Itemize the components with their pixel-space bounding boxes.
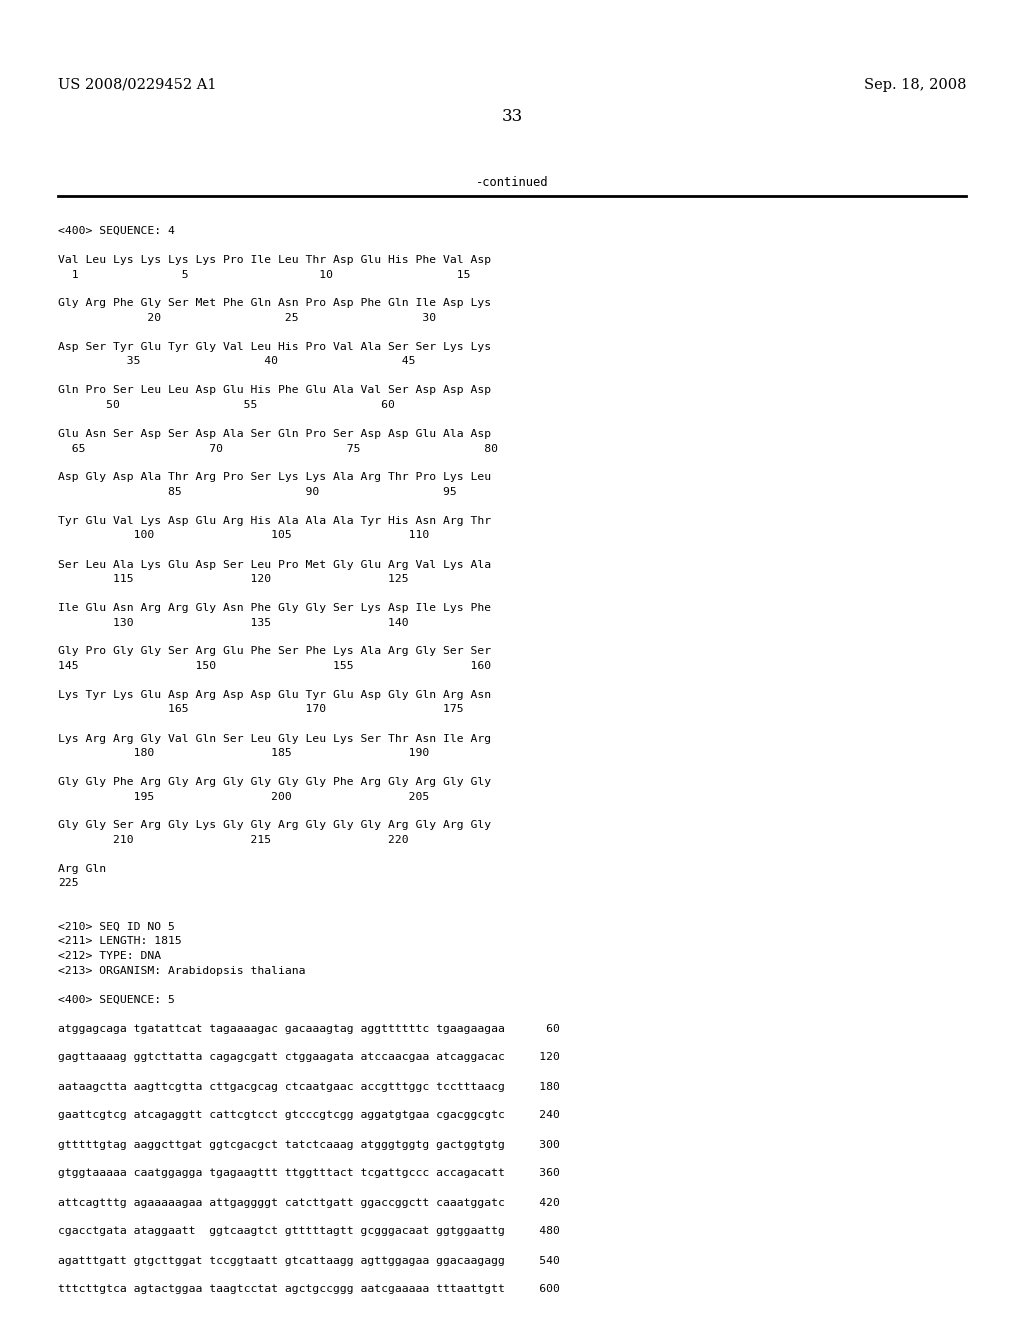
Text: 195                 200                 205: 195 200 205 [58, 792, 429, 801]
Text: <400> SEQUENCE: 4: <400> SEQUENCE: 4 [58, 226, 175, 236]
Text: Lys Arg Arg Gly Val Gln Ser Leu Gly Leu Lys Ser Thr Asn Ile Arg: Lys Arg Arg Gly Val Gln Ser Leu Gly Leu … [58, 734, 492, 743]
Text: Gly Arg Phe Gly Ser Met Phe Gln Asn Pro Asp Phe Gln Ile Asp Lys: Gly Arg Phe Gly Ser Met Phe Gln Asn Pro … [58, 298, 492, 309]
Text: 210                 215                 220: 210 215 220 [58, 836, 409, 845]
Text: 130                 135                 140: 130 135 140 [58, 618, 409, 627]
Text: Val Leu Lys Lys Lys Lys Pro Ile Leu Thr Asp Glu His Phe Val Asp: Val Leu Lys Lys Lys Lys Pro Ile Leu Thr … [58, 255, 492, 265]
Text: <213> ORGANISM: Arabidopsis thaliana: <213> ORGANISM: Arabidopsis thaliana [58, 965, 305, 975]
Text: Asp Ser Tyr Glu Tyr Gly Val Leu His Pro Val Ala Ser Ser Lys Lys: Asp Ser Tyr Glu Tyr Gly Val Leu His Pro … [58, 342, 492, 352]
Text: 20                  25                  30: 20 25 30 [58, 313, 436, 323]
Text: 100                 105                 110: 100 105 110 [58, 531, 429, 540]
Text: gaattcgtcg atcagaggtt cattcgtcct gtcccgtcgg aggatgtgaa cgacggcgtc     240: gaattcgtcg atcagaggtt cattcgtcct gtcccgt… [58, 1110, 560, 1121]
Text: <210> SEQ ID NO 5: <210> SEQ ID NO 5 [58, 921, 175, 932]
Text: <400> SEQUENCE: 5: <400> SEQUENCE: 5 [58, 994, 175, 1005]
Text: agatttgatt gtgcttggat tccggtaatt gtcattaagg agttggagaa ggacaagagg     540: agatttgatt gtgcttggat tccggtaatt gtcatta… [58, 1255, 560, 1266]
Text: <212> TYPE: DNA: <212> TYPE: DNA [58, 950, 161, 961]
Text: attcagtttg agaaaaagaa attgaggggt catcttgatt ggaccggctt caaatggatc     420: attcagtttg agaaaaagaa attgaggggt catcttg… [58, 1197, 560, 1208]
Text: 145                 150                 155                 160: 145 150 155 160 [58, 661, 492, 671]
Text: Gly Gly Ser Arg Gly Lys Gly Gly Arg Gly Gly Gly Arg Gly Arg Gly: Gly Gly Ser Arg Gly Lys Gly Gly Arg Gly … [58, 821, 492, 830]
Text: tttcttgtca agtactggaa taagtcctat agctgccggg aatcgaaaaa tttaattgtt     600: tttcttgtca agtactggaa taagtcctat agctgcc… [58, 1284, 560, 1295]
Text: 180                 185                 190: 180 185 190 [58, 748, 429, 758]
Text: 165                 170                 175: 165 170 175 [58, 705, 464, 714]
Text: 35                  40                  45: 35 40 45 [58, 356, 416, 367]
Text: Gln Pro Ser Leu Leu Asp Glu His Phe Glu Ala Val Ser Asp Asp Asp: Gln Pro Ser Leu Leu Asp Glu His Phe Glu … [58, 385, 492, 396]
Text: -continued: -continued [476, 176, 548, 189]
Text: Tyr Glu Val Lys Asp Glu Arg His Ala Ala Ala Tyr His Asn Arg Thr: Tyr Glu Val Lys Asp Glu Arg His Ala Ala … [58, 516, 492, 525]
Text: Sep. 18, 2008: Sep. 18, 2008 [863, 78, 966, 92]
Text: 50                  55                  60: 50 55 60 [58, 400, 395, 411]
Text: Ile Glu Asn Arg Arg Gly Asn Phe Gly Gly Ser Lys Asp Ile Lys Phe: Ile Glu Asn Arg Arg Gly Asn Phe Gly Gly … [58, 603, 492, 612]
Text: US 2008/0229452 A1: US 2008/0229452 A1 [58, 78, 216, 92]
Text: 85                  90                  95: 85 90 95 [58, 487, 457, 498]
Text: Gly Pro Gly Gly Ser Arg Glu Phe Ser Phe Lys Ala Arg Gly Ser Ser: Gly Pro Gly Gly Ser Arg Glu Phe Ser Phe … [58, 647, 492, 656]
Text: atggagcaga tgatattcat tagaaaagac gacaaagtag aggttttttc tgaagaagaa      60: atggagcaga tgatattcat tagaaaagac gacaaag… [58, 1023, 560, 1034]
Text: 1               5                   10                  15: 1 5 10 15 [58, 269, 470, 280]
Text: 33: 33 [502, 108, 522, 125]
Text: Arg Gln: Arg Gln [58, 865, 106, 874]
Text: Asp Gly Asp Ala Thr Arg Pro Ser Lys Lys Ala Arg Thr Pro Lys Leu: Asp Gly Asp Ala Thr Arg Pro Ser Lys Lys … [58, 473, 492, 483]
Text: Glu Asn Ser Asp Ser Asp Ala Ser Gln Pro Ser Asp Asp Glu Ala Asp: Glu Asn Ser Asp Ser Asp Ala Ser Gln Pro … [58, 429, 492, 440]
Text: 65                  70                  75                  80: 65 70 75 80 [58, 444, 498, 454]
Text: <211> LENGTH: 1815: <211> LENGTH: 1815 [58, 936, 181, 946]
Text: 225: 225 [58, 879, 79, 888]
Text: Gly Gly Phe Arg Gly Arg Gly Gly Gly Gly Phe Arg Gly Arg Gly Gly: Gly Gly Phe Arg Gly Arg Gly Gly Gly Gly … [58, 777, 492, 787]
Text: gagttaaaag ggtcttatta cagagcgatt ctggaagata atccaacgaa atcaggacac     120: gagttaaaag ggtcttatta cagagcgatt ctggaag… [58, 1052, 560, 1063]
Text: gtggtaaaaa caatggagga tgagaagttt ttggtttact tcgattgccc accagacatt     360: gtggtaaaaa caatggagga tgagaagttt ttggttt… [58, 1168, 560, 1179]
Text: 115                 120                 125: 115 120 125 [58, 574, 409, 583]
Text: gtttttgtag aaggcttgat ggtcgacgct tatctcaaag atgggtggtg gactggtgtg     300: gtttttgtag aaggcttgat ggtcgacgct tatctca… [58, 1139, 560, 1150]
Text: Ser Leu Ala Lys Glu Asp Ser Leu Pro Met Gly Glu Arg Val Lys Ala: Ser Leu Ala Lys Glu Asp Ser Leu Pro Met … [58, 560, 492, 569]
Text: cgacctgata ataggaatt  ggtcaagtct gtttttagtt gcgggacaat ggtggaattg     480: cgacctgata ataggaatt ggtcaagtct gtttttag… [58, 1226, 560, 1237]
Text: aataagctta aagttcgtta cttgacgcag ctcaatgaac accgtttggc tcctttaacg     180: aataagctta aagttcgtta cttgacgcag ctcaatg… [58, 1081, 560, 1092]
Text: Lys Tyr Lys Glu Asp Arg Asp Asp Glu Tyr Glu Asp Gly Gln Arg Asn: Lys Tyr Lys Glu Asp Arg Asp Asp Glu Tyr … [58, 690, 492, 700]
